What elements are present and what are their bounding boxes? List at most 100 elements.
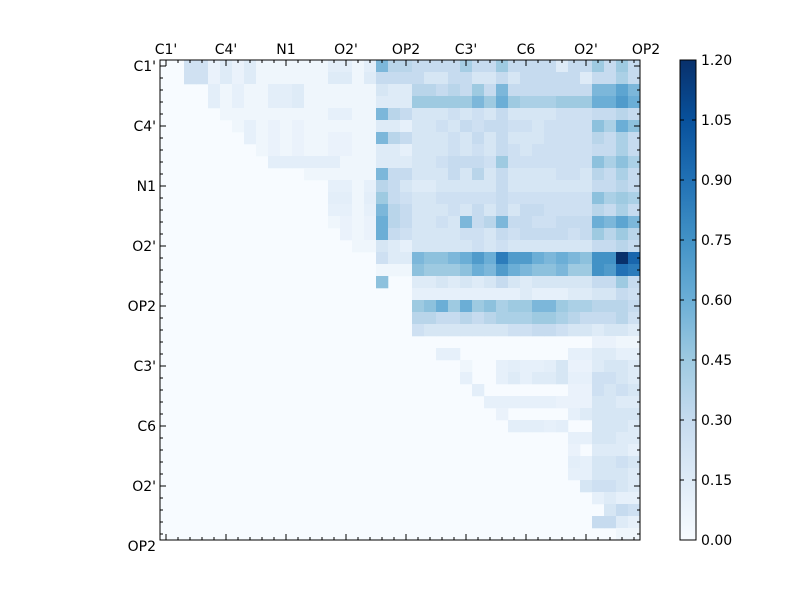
heatmap-cell [520, 132, 533, 145]
heatmap-cell [604, 348, 617, 361]
heatmap-cell [508, 72, 521, 85]
heatmap-cell [412, 324, 425, 337]
heatmap-cell [520, 84, 533, 97]
colorbar-tick-label: 0.60 [701, 293, 732, 309]
heatmap-cell [556, 204, 569, 217]
heatmap-cell [496, 168, 509, 181]
heatmap-cell [304, 108, 317, 121]
heatmap-cell [268, 96, 281, 109]
heatmap-cell [400, 72, 413, 85]
heatmap-cell [520, 180, 533, 193]
heatmap-cell [628, 216, 641, 229]
heatmap-cell [628, 336, 641, 349]
heatmap-cell [556, 108, 569, 121]
heatmap-cell [544, 156, 557, 169]
heatmap-cell [196, 60, 209, 73]
heatmap-cell [568, 144, 581, 157]
heatmap-cell [592, 456, 605, 469]
heatmap-cell [628, 228, 641, 241]
heatmap-cell [436, 120, 449, 133]
heatmap-cell [376, 192, 389, 205]
heatmap-cell [604, 384, 617, 397]
heatmap-cell [340, 204, 353, 217]
heatmap-cell [376, 180, 389, 193]
heatmap-cell [472, 192, 485, 205]
heatmap-cell [592, 216, 605, 229]
heatmap-cell [388, 168, 401, 181]
heatmap-cell [460, 60, 473, 73]
heatmap-cell [376, 84, 389, 97]
heatmap-cell [556, 276, 569, 289]
heatmap-cell [484, 288, 497, 301]
heatmap-cell [412, 288, 425, 301]
heatmap-cell [508, 132, 521, 145]
heatmap-cell [388, 96, 401, 109]
heatmap-cell [580, 108, 593, 121]
heatmap-cell [496, 312, 509, 325]
colorbar-tick-label: 0.75 [701, 233, 732, 249]
heatmap-cell [484, 396, 497, 409]
heatmap-cell [568, 204, 581, 217]
heatmap-cell [496, 252, 509, 265]
heatmap-cell [352, 108, 365, 121]
heatmap-cell [520, 252, 533, 265]
heatmap-cell [592, 180, 605, 193]
heatmap-cell [400, 120, 413, 133]
heatmap-cell [544, 420, 557, 433]
heatmap-cell [424, 216, 437, 229]
heatmap-cell [556, 264, 569, 277]
heatmap-cell [400, 180, 413, 193]
heatmap-cell [544, 240, 557, 253]
heatmap-cell [484, 156, 497, 169]
heatmap-cell [400, 204, 413, 217]
heatmap-cell [412, 240, 425, 253]
heatmap-cell [424, 72, 437, 85]
heatmap-cell [520, 156, 533, 169]
heatmap-cell [604, 264, 617, 277]
heatmap-cell [532, 300, 545, 313]
heatmap-cell [532, 72, 545, 85]
heatmap-cell [580, 480, 593, 493]
heatmap-cell [592, 288, 605, 301]
heatmap-cell [244, 120, 257, 133]
heatmap-cell [472, 156, 485, 169]
heatmap-cell [424, 228, 437, 241]
heatmap-cell [616, 480, 629, 493]
heatmap-cell [616, 60, 629, 73]
heatmap-cell [568, 288, 581, 301]
heatmap-cell [364, 156, 377, 169]
heatmap-cell [460, 192, 473, 205]
heatmap-cell [292, 72, 305, 85]
heatmap-cell [388, 216, 401, 229]
heatmap-cell [268, 84, 281, 97]
heatmap-cell [604, 84, 617, 97]
heatmap-cell [508, 144, 521, 157]
heatmap-cell [280, 120, 293, 133]
heatmap-cell [412, 264, 425, 277]
heatmap-cell [628, 408, 641, 421]
heatmap-cell [340, 180, 353, 193]
heatmap-cell [196, 72, 209, 85]
heatmap-cell [520, 312, 533, 325]
heatmap-cell [520, 72, 533, 85]
heatmap-cell [532, 288, 545, 301]
heatmap-cell [460, 360, 473, 373]
heatmap-cell [604, 252, 617, 265]
heatmap-cell [532, 96, 545, 109]
heatmap-cell [556, 216, 569, 229]
colorbar-tick-label: 1.20 [701, 53, 732, 69]
heatmap-cell [616, 336, 629, 349]
heatmap-cell [340, 228, 353, 241]
heatmap-cell [544, 96, 557, 109]
heatmap-cell [604, 372, 617, 385]
heatmap-cell [520, 324, 533, 337]
heatmap-cell [508, 192, 521, 205]
heatmap-cell [328, 60, 341, 73]
heatmap-cell [592, 252, 605, 265]
heatmap-cell [448, 120, 461, 133]
heatmap-cell [628, 168, 641, 181]
heatmap-cell [604, 144, 617, 157]
heatmap-cell [568, 240, 581, 253]
heatmap-cell [340, 132, 353, 145]
heatmap-cell [460, 228, 473, 241]
